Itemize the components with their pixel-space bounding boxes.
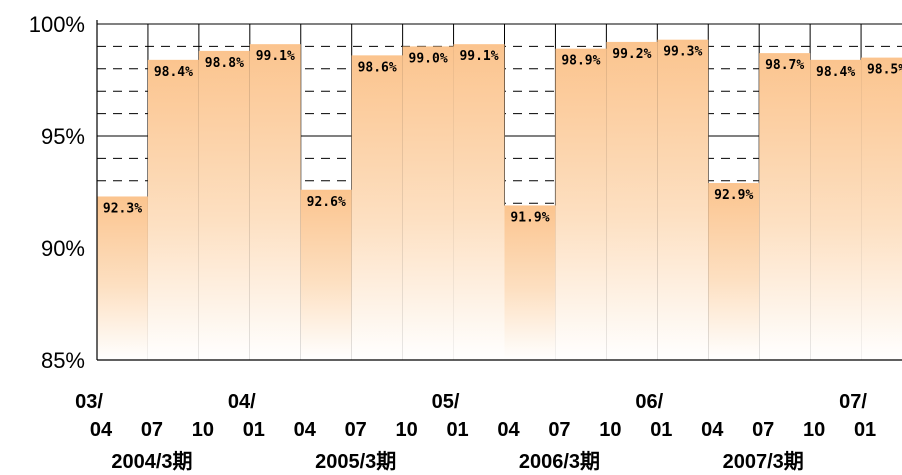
- x-tick-label: 07: [752, 419, 774, 441]
- bar: [810, 59, 862, 361]
- data-label: 99.2%: [612, 47, 651, 62]
- data-label: 98.6%: [358, 60, 397, 75]
- x-tick-label: 10: [599, 419, 621, 441]
- data-label: 98.4%: [154, 65, 193, 80]
- x-tick-label: 04: [497, 419, 520, 441]
- data-label: 98.8%: [205, 56, 244, 71]
- data-labels: 92.3% 98.4% 98.8% 99.1% 92.6% 98.6% 99.0% 99.1%…: [103, 45, 902, 226]
- data-label: 98.9%: [561, 54, 600, 69]
- data-label: 92.3%: [103, 201, 142, 216]
- fiscal-year-label: 2006/3期: [519, 450, 600, 473]
- x-tick-label: 10: [192, 419, 214, 441]
- data-label: 99.0%: [409, 51, 448, 66]
- y-tick-label: 90%: [41, 236, 85, 261]
- x-tick-label: 01: [854, 419, 876, 441]
- data-label: 99.1%: [459, 49, 498, 64]
- data-label: 98.7%: [765, 58, 804, 73]
- y-tick-label: 95%: [41, 124, 85, 149]
- bar: [198, 50, 250, 360]
- data-label: 99.3%: [663, 45, 702, 60]
- bar: [555, 48, 607, 360]
- x-tick-label: 07: [141, 419, 163, 441]
- x-tick-label: 04: [294, 419, 317, 441]
- bar: [657, 39, 709, 361]
- fiscal-year-label: 2005/3期: [315, 450, 396, 473]
- x-tick-label: 10: [803, 419, 825, 441]
- data-label: 99.1%: [256, 49, 295, 64]
- data-label: 92.6%: [307, 195, 346, 210]
- bar: [147, 59, 199, 361]
- bar: [249, 44, 301, 360]
- x-tick-label: 07: [548, 419, 570, 441]
- x-tick-label: 10: [396, 419, 418, 441]
- bar: [402, 46, 454, 361]
- fiscal-year-label: 2007/3期: [723, 450, 804, 473]
- data-label: 98.5%: [867, 63, 902, 78]
- data-label: 91.9%: [510, 210, 549, 225]
- x-tick-year-label: 06/: [635, 391, 663, 413]
- bar: [861, 57, 902, 360]
- x-tick-label: 01: [650, 419, 672, 441]
- x-tick-label: 04: [90, 419, 113, 441]
- bar: [300, 189, 352, 360]
- x-tick-year-label: 07/: [839, 391, 867, 413]
- x-tick-year-label: 03/: [75, 391, 103, 413]
- y-tick-label: 85%: [41, 348, 85, 373]
- bar: [453, 44, 505, 360]
- bar: [606, 41, 658, 361]
- data-label: 92.9%: [714, 188, 753, 203]
- bar: [708, 183, 760, 360]
- y-tick-label: 100%: [29, 12, 85, 37]
- bar: [97, 196, 148, 360]
- x-axis: 04 03/07 10 01 04/04 07 10 01 05/04 07 10 01 06/04 07…: [75, 391, 876, 473]
- x-tick-label: 01: [446, 419, 468, 441]
- x-tick-year-label: 05/: [432, 391, 460, 413]
- x-tick-label: 07: [345, 419, 367, 441]
- x-tick-label: 01: [243, 419, 265, 441]
- x-tick-label: 04: [701, 419, 724, 441]
- y-axis: 85% 90% 95% 100%: [29, 12, 85, 373]
- bar: [351, 55, 403, 361]
- data-label: 98.4%: [816, 65, 855, 80]
- plot-frame: [96, 20, 902, 361]
- bars: [97, 39, 902, 361]
- bar: [504, 205, 556, 360]
- fiscal-year-label: 2004/3期: [111, 450, 192, 473]
- x-tick-year-label: 04/: [228, 391, 256, 413]
- bar: [759, 53, 811, 361]
